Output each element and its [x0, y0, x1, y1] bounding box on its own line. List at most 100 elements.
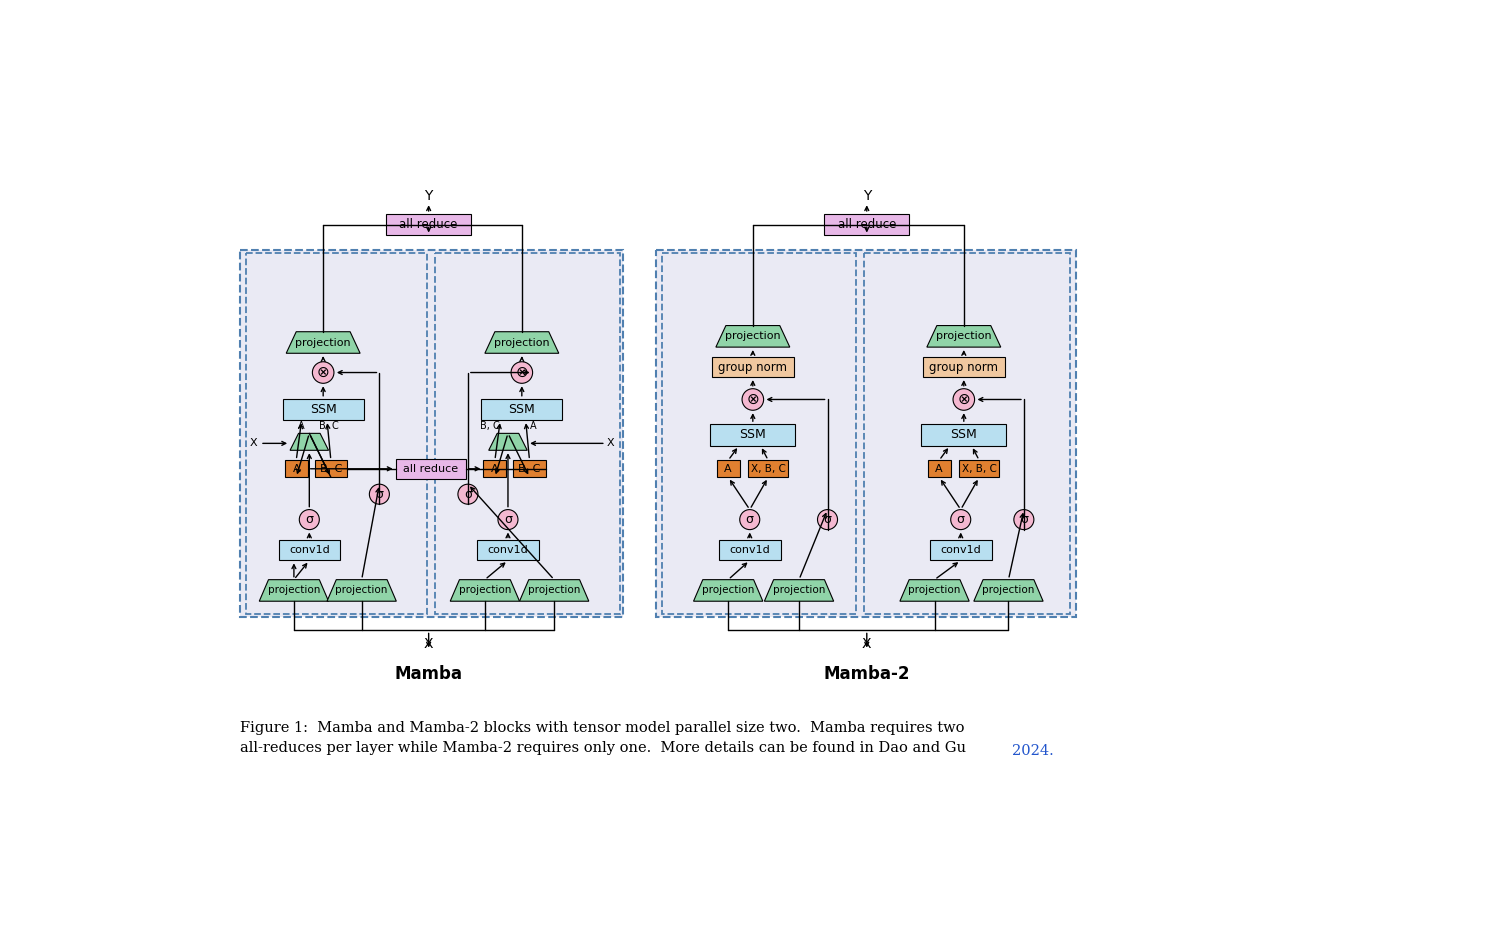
Text: conv1d: conv1d — [487, 545, 528, 556]
Polygon shape — [451, 579, 520, 601]
Circle shape — [950, 510, 971, 529]
Text: X: X — [250, 438, 258, 448]
Text: projection: projection — [982, 585, 1034, 595]
Text: X, B, C: X, B, C — [962, 463, 997, 474]
FancyBboxPatch shape — [921, 424, 1006, 446]
Text: 2024.: 2024. — [1012, 744, 1054, 758]
Text: projection: projection — [268, 585, 320, 595]
Polygon shape — [489, 433, 528, 450]
Text: Y: Y — [424, 189, 433, 203]
Text: projection: projection — [458, 585, 511, 595]
Text: all reduce: all reduce — [837, 219, 896, 231]
Text: B, C: B, C — [519, 463, 541, 474]
Polygon shape — [900, 579, 970, 601]
Text: X, B, C: X, B, C — [751, 463, 786, 474]
Polygon shape — [716, 326, 790, 347]
Text: projection: projection — [528, 585, 581, 595]
FancyBboxPatch shape — [477, 541, 538, 560]
Text: ⊗: ⊗ — [746, 392, 759, 407]
Polygon shape — [486, 332, 559, 353]
Text: B, C: B, C — [320, 463, 342, 474]
Text: σ: σ — [464, 488, 472, 501]
FancyBboxPatch shape — [710, 424, 795, 446]
FancyBboxPatch shape — [656, 250, 1077, 617]
Text: A: A — [299, 421, 305, 431]
Polygon shape — [259, 579, 329, 601]
FancyBboxPatch shape — [481, 398, 562, 420]
FancyBboxPatch shape — [513, 461, 546, 478]
Circle shape — [511, 362, 532, 383]
Text: A: A — [724, 463, 731, 474]
Text: projection: projection — [772, 585, 825, 595]
FancyBboxPatch shape — [285, 461, 308, 478]
Polygon shape — [927, 326, 1001, 347]
Circle shape — [742, 389, 763, 411]
FancyBboxPatch shape — [386, 214, 470, 236]
Text: A: A — [531, 421, 537, 431]
Text: all reduce: all reduce — [404, 463, 458, 474]
Polygon shape — [520, 579, 588, 601]
Text: Mamba: Mamba — [395, 665, 463, 683]
Polygon shape — [974, 579, 1044, 601]
Circle shape — [740, 510, 760, 529]
Polygon shape — [694, 579, 763, 601]
Text: projection: projection — [936, 332, 992, 341]
Circle shape — [299, 510, 320, 529]
Text: ⊗: ⊗ — [516, 365, 528, 380]
Polygon shape — [327, 579, 397, 601]
Text: σ: σ — [956, 513, 965, 526]
Text: σ: σ — [504, 513, 513, 526]
Text: conv1d: conv1d — [941, 545, 982, 556]
Polygon shape — [765, 579, 834, 601]
Text: B, C: B, C — [480, 421, 499, 431]
Text: X: X — [424, 638, 433, 651]
FancyBboxPatch shape — [930, 541, 992, 560]
FancyBboxPatch shape — [927, 461, 950, 478]
FancyBboxPatch shape — [712, 357, 793, 377]
Circle shape — [498, 510, 517, 529]
Text: σ: σ — [1019, 513, 1028, 526]
Circle shape — [1013, 510, 1034, 529]
Circle shape — [312, 362, 333, 383]
Polygon shape — [290, 433, 329, 450]
FancyBboxPatch shape — [748, 461, 789, 478]
Text: ⊗: ⊗ — [958, 392, 970, 407]
Text: X: X — [606, 438, 614, 448]
Text: ⊗: ⊗ — [317, 365, 330, 380]
FancyBboxPatch shape — [484, 461, 507, 478]
Text: σ: σ — [746, 513, 754, 526]
Text: SSM: SSM — [309, 403, 336, 416]
Text: projection: projection — [335, 585, 388, 595]
Text: SSM: SSM — [508, 403, 535, 416]
Text: conv1d: conv1d — [290, 545, 330, 556]
Text: Y: Y — [863, 189, 872, 203]
Circle shape — [817, 510, 837, 529]
FancyBboxPatch shape — [395, 459, 466, 479]
Text: Mamba-2: Mamba-2 — [823, 665, 909, 683]
FancyBboxPatch shape — [282, 398, 363, 420]
FancyBboxPatch shape — [959, 461, 1000, 478]
Text: σ: σ — [823, 513, 831, 526]
Text: SSM: SSM — [739, 429, 766, 442]
FancyBboxPatch shape — [716, 461, 740, 478]
FancyBboxPatch shape — [240, 250, 623, 617]
Text: A: A — [293, 463, 300, 474]
Text: B, C: B, C — [320, 421, 339, 431]
Text: σ: σ — [305, 513, 314, 526]
Text: Figure 1:  Mamba and Mamba-2 blocks with tensor model parallel size two.  Mamba : Figure 1: Mamba and Mamba-2 blocks with … — [240, 722, 971, 755]
Text: projection: projection — [495, 337, 549, 348]
FancyBboxPatch shape — [315, 461, 347, 478]
FancyBboxPatch shape — [279, 541, 341, 560]
Text: A: A — [492, 463, 499, 474]
Text: X: X — [863, 638, 872, 651]
Text: group norm: group norm — [929, 361, 998, 374]
FancyBboxPatch shape — [923, 357, 1004, 377]
Text: conv1d: conv1d — [730, 545, 771, 556]
Text: A: A — [935, 463, 942, 474]
FancyBboxPatch shape — [719, 541, 781, 560]
Text: all reduce: all reduce — [400, 219, 458, 231]
Text: σ: σ — [375, 488, 383, 501]
Text: projection: projection — [908, 585, 961, 595]
FancyBboxPatch shape — [825, 214, 909, 236]
Text: projection: projection — [725, 332, 781, 341]
